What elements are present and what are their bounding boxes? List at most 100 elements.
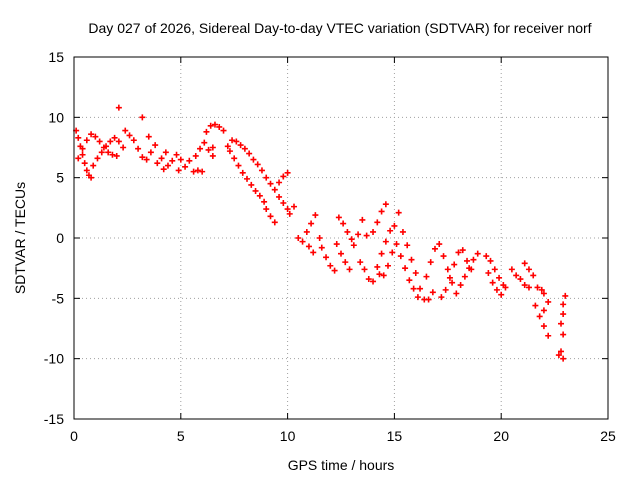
data-point xyxy=(436,241,443,248)
data-point xyxy=(248,181,255,188)
data-point xyxy=(498,291,505,298)
data-point xyxy=(365,276,372,283)
data-point xyxy=(224,143,231,150)
data-point xyxy=(75,134,82,141)
data-point xyxy=(466,265,473,272)
data-point xyxy=(182,163,189,170)
data-point xyxy=(359,216,366,223)
data-point xyxy=(423,273,430,280)
data-point xyxy=(130,137,137,144)
data-point xyxy=(239,169,246,176)
data-point xyxy=(496,274,503,281)
data-point xyxy=(521,260,528,267)
data-point xyxy=(525,266,532,273)
data-point xyxy=(493,286,500,293)
data-point xyxy=(517,276,524,283)
data-point xyxy=(107,138,114,145)
data-point xyxy=(96,138,103,145)
data-point xyxy=(291,203,298,210)
data-point xyxy=(361,266,368,273)
data-point xyxy=(417,285,424,292)
data-point xyxy=(284,206,291,213)
data-point xyxy=(335,214,342,221)
data-point xyxy=(201,139,208,146)
data-point xyxy=(446,274,453,281)
data-point xyxy=(271,219,278,226)
x-axis-title: GPS time / hours xyxy=(288,457,395,473)
data-point xyxy=(241,145,248,152)
data-point xyxy=(261,198,268,205)
data-point xyxy=(90,162,97,169)
data-point xyxy=(207,122,214,129)
data-point xyxy=(205,146,212,153)
data-point xyxy=(83,167,90,174)
data-point xyxy=(92,133,99,140)
data-point xyxy=(216,123,223,130)
data-point xyxy=(244,175,251,182)
data-point xyxy=(303,228,310,235)
data-point xyxy=(323,254,330,261)
data-point xyxy=(489,279,496,286)
data-points xyxy=(73,104,569,362)
data-point xyxy=(451,261,458,268)
data-point xyxy=(164,162,171,169)
data-point xyxy=(147,149,154,156)
y-tick-label: 15 xyxy=(48,49,64,65)
data-point xyxy=(408,256,415,263)
data-point xyxy=(370,278,377,285)
data-point xyxy=(327,262,334,269)
data-point xyxy=(348,236,355,243)
data-point xyxy=(258,167,265,174)
data-point xyxy=(397,253,404,260)
data-point xyxy=(378,208,385,215)
data-point xyxy=(442,286,449,293)
data-point xyxy=(338,250,344,257)
data-point xyxy=(286,210,293,217)
data-point xyxy=(464,257,471,264)
data-point xyxy=(560,355,567,362)
data-point xyxy=(382,238,389,245)
data-point xyxy=(276,193,283,200)
y-tick-label: -5 xyxy=(52,290,65,306)
data-point xyxy=(429,289,436,296)
data-point xyxy=(536,313,543,320)
x-tick-label: 0 xyxy=(70,428,78,444)
data-point xyxy=(211,121,218,128)
data-point xyxy=(374,263,381,270)
data-point xyxy=(455,249,462,256)
data-point xyxy=(412,269,419,276)
x-tick-label: 10 xyxy=(280,428,296,444)
data-point xyxy=(233,138,240,145)
data-point xyxy=(209,144,216,151)
data-point xyxy=(263,174,270,181)
data-point xyxy=(438,294,445,301)
plot-frame xyxy=(73,56,609,420)
data-point xyxy=(88,174,95,181)
data-point xyxy=(280,200,287,207)
data-point xyxy=(540,323,547,330)
data-point xyxy=(158,155,165,162)
x-tick-label: 25 xyxy=(600,428,616,444)
data-point xyxy=(192,152,199,159)
data-point xyxy=(194,167,201,174)
data-point xyxy=(276,179,283,186)
x-tick-label: 15 xyxy=(387,428,403,444)
data-point xyxy=(363,232,370,239)
data-point xyxy=(440,253,447,260)
data-point xyxy=(83,137,90,144)
data-point xyxy=(474,250,481,257)
data-point xyxy=(318,244,325,251)
data-point xyxy=(203,128,210,135)
data-point xyxy=(384,262,391,269)
data-point xyxy=(254,161,261,168)
data-point xyxy=(190,168,197,175)
data-point xyxy=(380,272,387,279)
data-point xyxy=(558,348,565,355)
data-point xyxy=(310,249,317,256)
data-point xyxy=(246,150,253,157)
data-point xyxy=(461,273,468,280)
data-point xyxy=(540,290,547,297)
data-point xyxy=(491,266,498,273)
data-point xyxy=(331,267,338,274)
data-point xyxy=(263,206,270,213)
